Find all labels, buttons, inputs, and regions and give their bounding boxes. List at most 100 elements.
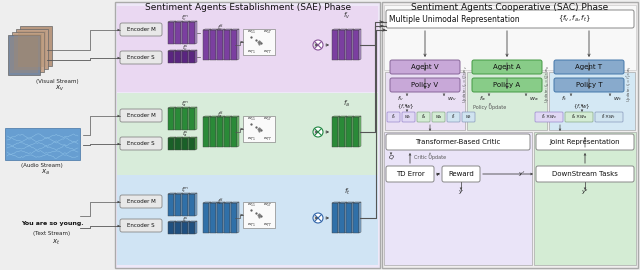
- Bar: [339, 117, 345, 147]
- Polygon shape: [168, 221, 176, 222]
- Polygon shape: [217, 202, 225, 203]
- Text: Agent A: Agent A: [493, 64, 521, 70]
- Text: $w_v$: $w_v$: [447, 95, 457, 103]
- Bar: [189, 194, 195, 216]
- Polygon shape: [203, 116, 211, 117]
- Polygon shape: [168, 137, 176, 138]
- Bar: [217, 30, 223, 60]
- Polygon shape: [223, 116, 225, 147]
- Polygon shape: [188, 21, 190, 44]
- FancyBboxPatch shape: [390, 60, 460, 74]
- Polygon shape: [210, 116, 218, 117]
- Text: $f_a^s$: $f_a^s$: [182, 129, 188, 139]
- FancyBboxPatch shape: [554, 78, 624, 92]
- Text: Encoder M: Encoder M: [127, 199, 156, 204]
- Circle shape: [313, 213, 323, 223]
- Text: Reward: Reward: [448, 171, 474, 177]
- FancyBboxPatch shape: [120, 51, 162, 64]
- Text: Encoder M: Encoder M: [127, 113, 156, 118]
- Bar: [203, 117, 209, 147]
- Polygon shape: [188, 137, 190, 150]
- Text: $f_v$: $f_v$: [397, 94, 403, 103]
- Bar: [217, 203, 223, 233]
- Polygon shape: [188, 50, 190, 63]
- Bar: [332, 30, 338, 60]
- Polygon shape: [224, 29, 232, 30]
- Polygon shape: [195, 21, 197, 44]
- Text: $f_t$: $f_t$: [561, 94, 567, 103]
- Bar: [8, 35, 40, 75]
- Text: Update: $f_a=f_a^r\!\times\!w_a$: Update: $f_a=f_a^r\!\times\!w_a$: [543, 65, 552, 103]
- Polygon shape: [181, 137, 183, 150]
- FancyBboxPatch shape: [402, 112, 415, 122]
- Text: $f_t^S$: $f_t^S$: [217, 197, 223, 207]
- Polygon shape: [231, 116, 239, 117]
- Text: DownStream Tasks: DownStream Tasks: [552, 171, 618, 177]
- Polygon shape: [175, 21, 183, 22]
- Polygon shape: [345, 29, 347, 60]
- Polygon shape: [223, 29, 225, 60]
- Polygon shape: [175, 193, 183, 194]
- FancyBboxPatch shape: [120, 195, 162, 208]
- Bar: [384, 132, 532, 265]
- Polygon shape: [174, 193, 176, 216]
- Bar: [189, 51, 195, 63]
- Polygon shape: [209, 116, 211, 147]
- Text: $f_a\!\times\!w_a$: $f_a\!\times\!w_a$: [571, 113, 587, 122]
- Bar: [332, 117, 338, 147]
- Polygon shape: [231, 202, 239, 203]
- Polygon shape: [332, 29, 340, 30]
- Polygon shape: [195, 193, 197, 216]
- Text: Transformer-Based Critic: Transformer-Based Critic: [415, 139, 500, 145]
- Bar: [210, 117, 216, 147]
- Text: $f_v^s$: $f_v^s$: [182, 43, 188, 53]
- Polygon shape: [359, 202, 361, 233]
- Polygon shape: [188, 193, 190, 216]
- Bar: [182, 108, 188, 130]
- Polygon shape: [181, 21, 183, 44]
- FancyBboxPatch shape: [595, 112, 623, 122]
- Bar: [346, 203, 352, 233]
- Polygon shape: [175, 107, 183, 108]
- Circle shape: [313, 40, 323, 50]
- FancyBboxPatch shape: [390, 78, 460, 92]
- Bar: [189, 138, 195, 150]
- Bar: [175, 51, 181, 63]
- FancyBboxPatch shape: [120, 23, 162, 36]
- Bar: [175, 222, 181, 234]
- Polygon shape: [175, 50, 183, 51]
- Text: $f_a^m$: $f_a^m$: [181, 99, 189, 109]
- Bar: [12, 32, 44, 72]
- Bar: [217, 117, 223, 147]
- Text: $w_{11}$: $w_{11}$: [247, 201, 256, 209]
- Text: $f_v$: $f_v$: [390, 113, 396, 122]
- Polygon shape: [174, 221, 176, 234]
- Bar: [189, 222, 195, 234]
- Bar: [384, 5, 636, 70]
- Text: $f_v\!\times\!w_v$: $f_v\!\times\!w_v$: [541, 113, 557, 122]
- Polygon shape: [210, 202, 218, 203]
- FancyBboxPatch shape: [447, 112, 460, 122]
- Polygon shape: [168, 50, 176, 51]
- Text: $f_t$: $f_t$: [451, 113, 456, 122]
- Text: $y$: $y$: [458, 188, 464, 196]
- FancyBboxPatch shape: [432, 112, 445, 122]
- FancyBboxPatch shape: [417, 112, 430, 122]
- Text: $w_a$: $w_a$: [435, 113, 442, 121]
- Polygon shape: [230, 29, 232, 60]
- Text: Policy Update: Policy Update: [474, 104, 507, 110]
- Text: Encoder M: Encoder M: [127, 27, 156, 32]
- Bar: [224, 30, 230, 60]
- Polygon shape: [332, 116, 340, 117]
- Polygon shape: [352, 202, 354, 233]
- Bar: [534, 132, 636, 265]
- Polygon shape: [181, 193, 183, 216]
- Polygon shape: [353, 202, 361, 203]
- Polygon shape: [216, 29, 218, 60]
- Bar: [353, 203, 359, 233]
- Bar: [189, 22, 195, 44]
- Text: $\{f_v, f_a, f_t\}$: $\{f_v, f_a, f_t\}$: [558, 14, 591, 24]
- Polygon shape: [352, 29, 354, 60]
- Polygon shape: [189, 137, 197, 138]
- Bar: [168, 194, 174, 216]
